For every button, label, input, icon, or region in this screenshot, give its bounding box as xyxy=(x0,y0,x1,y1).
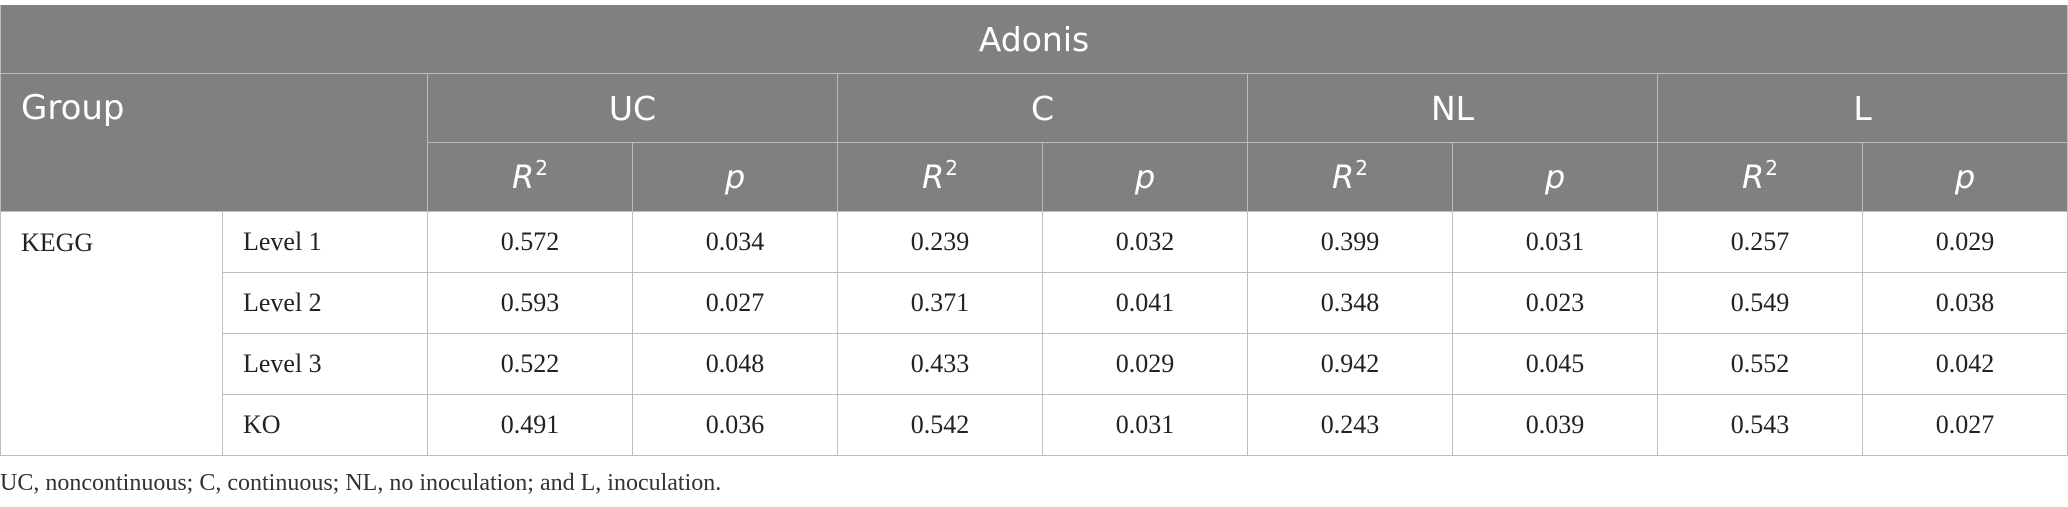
column-header-l: L xyxy=(1656,73,2068,143)
value-cell: 0.552 xyxy=(1657,333,1863,395)
value-cell: 0.243 xyxy=(1247,394,1453,456)
value-cell: 0.348 xyxy=(1247,272,1453,334)
value-cell: 0.543 xyxy=(1657,394,1863,456)
value-cell: 0.031 xyxy=(1452,211,1658,273)
value-cell: 0.039 xyxy=(1452,394,1658,456)
value-cell: 0.027 xyxy=(632,272,838,334)
value-cell: 0.572 xyxy=(427,211,633,273)
value-cell: 0.491 xyxy=(427,394,633,456)
table-row: Level 2 0.593 0.027 0.371 0.041 0.348 0.… xyxy=(1,272,2068,334)
column-header-uc: UC xyxy=(427,73,838,143)
value-cell: 0.522 xyxy=(427,333,633,395)
column-header-c: C xyxy=(837,73,1248,143)
r2-symbol: R xyxy=(922,158,945,196)
column-header-row: Group UC C NL L xyxy=(0,73,2068,212)
subheader-p: p xyxy=(1861,142,2068,212)
level-cell: Level 3 xyxy=(222,333,428,395)
r2-superscript: 2 xyxy=(945,156,958,180)
value-cell: 0.029 xyxy=(1861,211,2068,273)
value-cell: 0.034 xyxy=(632,211,838,273)
r2-symbol: R xyxy=(1742,158,1765,196)
table-footnote: UC, noncontinuous; C, continuous; NL, no… xyxy=(0,470,722,496)
group-cell-kegg: KEGG xyxy=(0,211,223,456)
subheader-r2: R2 xyxy=(427,142,633,212)
subheader-r2: R2 xyxy=(1657,142,1863,212)
value-cell: 0.549 xyxy=(1657,272,1863,334)
table-row: Level 3 0.522 0.048 0.433 0.029 0.942 0.… xyxy=(1,333,2068,395)
value-cell: 0.433 xyxy=(837,333,1043,395)
value-cell: 0.942 xyxy=(1247,333,1453,395)
table-row: KO 0.491 0.036 0.542 0.031 0.243 0.039 0… xyxy=(1,394,2068,456)
group-header: Group xyxy=(0,73,428,212)
value-cell: 0.023 xyxy=(1452,272,1658,334)
value-cell: 0.239 xyxy=(837,211,1043,273)
subheader-r2: R2 xyxy=(837,142,1043,212)
value-cell: 0.257 xyxy=(1657,211,1863,273)
level-cell: Level 1 xyxy=(222,211,428,273)
adonis-table: Adonis Group UC C NL L R2 p R2 p R2 p R2… xyxy=(0,5,2068,456)
subheader-p: p xyxy=(1452,142,1658,212)
level-cell: Level 2 xyxy=(222,272,428,334)
value-cell: 0.036 xyxy=(632,394,838,456)
value-cell: 0.542 xyxy=(837,394,1043,456)
column-header-nl: NL xyxy=(1247,73,1658,143)
value-cell: 0.027 xyxy=(1861,394,2068,456)
value-cell: 0.593 xyxy=(427,272,633,334)
value-cell: 0.042 xyxy=(1861,333,2068,395)
r2-superscript: 2 xyxy=(1765,156,1778,180)
r2-superscript: 2 xyxy=(1355,156,1368,180)
value-cell: 0.399 xyxy=(1247,211,1453,273)
r2-symbol: R xyxy=(1332,158,1355,196)
value-cell: 0.029 xyxy=(1042,333,1248,395)
subheader-row: R2 p R2 p R2 p R2 p xyxy=(1,142,2068,212)
r2-symbol: R xyxy=(512,158,535,196)
value-cell: 0.038 xyxy=(1861,272,2068,334)
table-title: Adonis xyxy=(0,5,2068,74)
title-row: Adonis xyxy=(0,5,2068,74)
value-cell: 0.031 xyxy=(1042,394,1248,456)
subheader-p: p xyxy=(632,142,838,212)
level-cell: KO xyxy=(222,394,428,456)
adonis-table-wrapper: Adonis Group UC C NL L R2 p R2 p R2 p R2… xyxy=(0,5,2068,456)
value-cell: 0.032 xyxy=(1042,211,1248,273)
value-cell: 0.371 xyxy=(837,272,1043,334)
r2-superscript: 2 xyxy=(535,156,548,180)
subheader-p: p xyxy=(1042,142,1248,212)
value-cell: 0.048 xyxy=(632,333,838,395)
value-cell: 0.045 xyxy=(1452,333,1658,395)
table-row: KEGG Level 1 0.572 0.034 0.239 0.032 0.3… xyxy=(0,211,2068,456)
value-cell: 0.041 xyxy=(1042,272,1248,334)
subheader-r2: R2 xyxy=(1247,142,1453,212)
